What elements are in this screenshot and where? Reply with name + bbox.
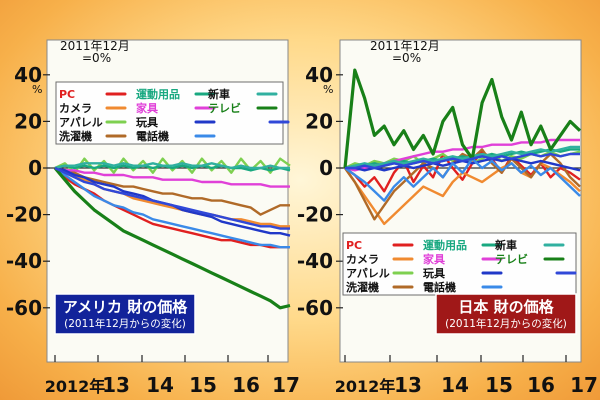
- legend-label: 新車: [495, 238, 517, 252]
- series-line-洗濯機: [344, 148, 581, 221]
- y-tick-label: 0: [28, 156, 42, 180]
- x-tick-label: 2012年: [45, 377, 106, 396]
- y-tick-label: -40: [6, 249, 42, 273]
- series-line-unnamed-10: [54, 166, 290, 230]
- series-line-unnamed-10: [345, 152, 580, 170]
- legend-label: テレビ: [208, 101, 241, 115]
- legend-label: 洗濯機: [346, 280, 379, 294]
- x-tick-label: 13: [102, 373, 130, 397]
- legend-label: 家具: [423, 252, 445, 266]
- y-unit-label: %: [323, 83, 333, 96]
- series-line-テレビ: [53, 166, 291, 310]
- y-tick-label: -20: [6, 203, 42, 227]
- legend-label: PC: [59, 88, 75, 101]
- legend-label: 電話機: [423, 280, 456, 294]
- title-box: [54, 293, 196, 335]
- series-line-洗濯機: [54, 166, 290, 216]
- baseline-note: 2011年12月: [370, 39, 440, 53]
- x-tick-label: 16: [527, 373, 555, 397]
- legend-label: 運動用品: [136, 87, 180, 101]
- legend-box: [55, 81, 284, 145]
- legend-label: 家具: [136, 101, 158, 115]
- legend-label: カメラ: [59, 102, 92, 115]
- legend-label: テレビ: [495, 252, 528, 266]
- legend-label: 玩具: [136, 116, 158, 129]
- legend-label: 玩具: [423, 267, 445, 280]
- chart-title: 日本 財の価格: [458, 298, 554, 316]
- legend-label: 洗濯機: [59, 129, 92, 143]
- y-tick-label: 0: [319, 156, 333, 180]
- y-tick-label: 40: [305, 63, 333, 87]
- series-line-家具: [54, 166, 290, 188]
- legend-label: アパレル: [59, 116, 103, 129]
- y-unit-label: %: [32, 83, 42, 96]
- x-tick-label: 2012年: [335, 377, 396, 396]
- legend-box: [342, 232, 577, 296]
- series-line-新車: [54, 162, 290, 170]
- y-tick-label: -40: [297, 249, 333, 273]
- y-tick-label: -60: [297, 296, 333, 320]
- x-tick-label: 14: [441, 373, 469, 397]
- x-tick-label: 17: [570, 373, 598, 397]
- series-line-運動用品: [54, 164, 291, 172]
- x-tick-label: 15: [189, 373, 217, 397]
- x-tick-label: 17: [272, 373, 300, 397]
- legend-label: 新車: [208, 87, 230, 101]
- y-tick-label: 20: [305, 109, 333, 133]
- x-tick-label: 13: [394, 373, 422, 397]
- series-line-テレビ: [343, 68, 582, 169]
- legend-label: 電話機: [136, 129, 169, 143]
- legend-label: 運動用品: [423, 238, 467, 252]
- chart-title: アメリカ 財の価格: [63, 298, 188, 316]
- baseline-eq-note: =0%: [82, 51, 111, 65]
- y-tick-label: 40: [14, 63, 42, 87]
- legend-label: アパレル: [346, 267, 390, 280]
- legend-label: カメラ: [346, 253, 379, 266]
- x-tick-label: 14: [146, 373, 174, 397]
- chart-subtitle: (2011年12月からの変化): [445, 317, 567, 330]
- y-tick-label: 20: [14, 109, 42, 133]
- y-tick-label: -20: [297, 203, 333, 227]
- y-tick-label: -60: [6, 296, 42, 320]
- series-line-電話機: [344, 157, 581, 202]
- chart-subtitle: (2011年12月からの変化): [64, 317, 186, 330]
- series-line-PC: [54, 167, 290, 249]
- title-box: [435, 293, 577, 335]
- x-tick-label: 15: [485, 373, 513, 397]
- x-tick-label: 16: [232, 373, 260, 397]
- baseline-eq-note: =0%: [392, 51, 421, 65]
- series-line-電話機: [54, 167, 290, 249]
- legend-label: PC: [346, 239, 362, 252]
- baseline-note: 2011年12月: [60, 39, 130, 53]
- series-line-新車: [344, 145, 580, 170]
